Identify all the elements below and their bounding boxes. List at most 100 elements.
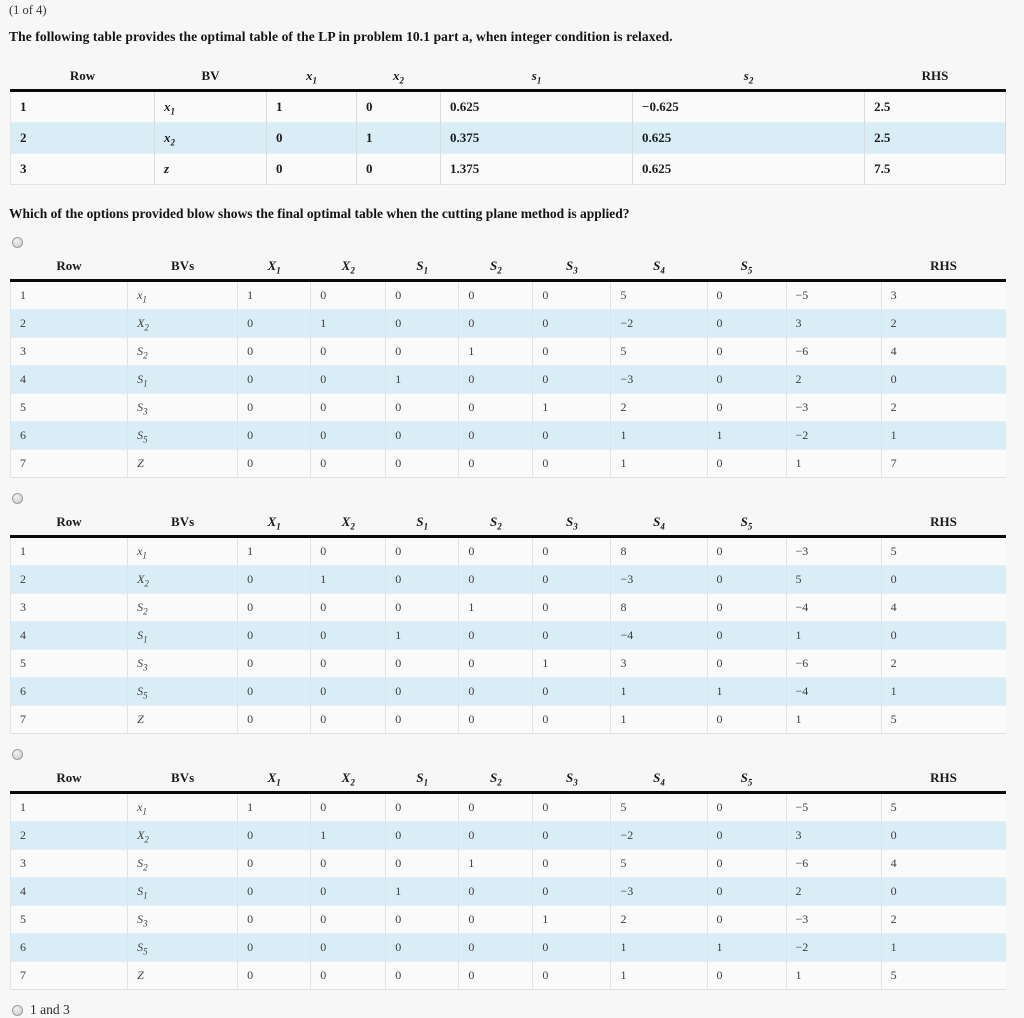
value-cell: 0 bbox=[310, 905, 387, 934]
value-cell: 0 bbox=[707, 280, 787, 310]
column-header: S5 bbox=[707, 252, 787, 282]
row-number-cell: 4 bbox=[9, 365, 129, 394]
column-header: S1 bbox=[385, 252, 459, 282]
value-cell: 1 bbox=[385, 877, 460, 906]
value-cell: 0 bbox=[707, 536, 787, 566]
table-row: 5 S3 0 0 0 0 1 2 0 −3 2 bbox=[9, 393, 1006, 422]
value-cell: 2 bbox=[880, 649, 1006, 678]
value-cell: 0 bbox=[237, 565, 312, 594]
value-cell: 7.5 bbox=[864, 153, 1006, 185]
option-1and3-radio[interactable] bbox=[12, 1004, 23, 1016]
value-cell: 0 bbox=[356, 153, 442, 185]
value-cell: 1 bbox=[237, 280, 312, 310]
value-cell: 0 bbox=[385, 649, 460, 678]
column-header: S4 bbox=[610, 508, 707, 538]
value-cell: 1 bbox=[880, 933, 1006, 962]
row-number-cell: 1 bbox=[9, 536, 129, 566]
value-cell: 0 bbox=[458, 621, 534, 650]
column-header: X2 bbox=[310, 252, 386, 282]
value-cell: 0 bbox=[385, 449, 460, 478]
value-cell: 0 bbox=[532, 365, 612, 394]
basic-variable-cell: Z bbox=[127, 705, 239, 734]
option-1-radio[interactable] bbox=[12, 237, 23, 248]
row-number-cell: 5 bbox=[9, 649, 129, 678]
table-row: 3 S2 0 0 0 1 0 5 0 −6 4 bbox=[9, 337, 1006, 366]
value-cell: 1 bbox=[532, 905, 612, 934]
value-cell: 0 bbox=[385, 677, 460, 706]
row-number-cell: 6 bbox=[9, 677, 129, 706]
value-cell: 0 bbox=[532, 933, 612, 962]
value-cell: 1 bbox=[385, 365, 460, 394]
basic-variable-cell: X2 bbox=[127, 821, 239, 850]
value-cell: 1 bbox=[880, 677, 1006, 706]
value-cell: 2 bbox=[786, 365, 882, 394]
value-cell: 0 bbox=[385, 849, 460, 878]
value-cell: 2 bbox=[786, 877, 882, 906]
basic-variable-cell: x1 bbox=[127, 792, 239, 822]
value-cell: −5 bbox=[786, 280, 882, 310]
row-number-cell: 3 bbox=[9, 337, 129, 366]
value-cell: 4 bbox=[880, 593, 1006, 622]
value-cell: 0 bbox=[310, 393, 387, 422]
value-cell: 0 bbox=[237, 705, 312, 734]
column-header: BV bbox=[154, 62, 267, 92]
column-header: Row bbox=[10, 252, 128, 282]
basic-variable-cell: z bbox=[154, 153, 268, 185]
value-cell: 7 bbox=[880, 449, 1006, 478]
value-cell: 0 bbox=[532, 705, 612, 734]
table-row: 2 X2 0 1 0 0 0 −3 0 5 0 bbox=[9, 565, 1006, 594]
option-2-radio[interactable] bbox=[12, 493, 23, 504]
row-number-cell: 7 bbox=[9, 705, 129, 734]
value-cell: 0 bbox=[707, 449, 787, 478]
value-cell: 0.625 bbox=[632, 153, 866, 185]
basic-variable-cell: X2 bbox=[127, 565, 239, 594]
header-row: Row BVs X1 X2 S1 S2 S3 S4 S5 RHS bbox=[10, 764, 1006, 794]
value-cell: 0 bbox=[880, 565, 1006, 594]
basic-variable-cell: X2 bbox=[127, 309, 239, 338]
basic-variable-cell: x1 bbox=[127, 536, 239, 566]
value-cell: 1 bbox=[532, 393, 612, 422]
value-cell: 0 bbox=[237, 821, 312, 850]
column-header: RHS bbox=[864, 62, 1006, 92]
value-cell: 0 bbox=[385, 905, 460, 934]
value-cell: 0 bbox=[707, 821, 787, 850]
value-cell: 0 bbox=[237, 309, 312, 338]
column-header bbox=[786, 508, 882, 538]
basic-variable-cell: S2 bbox=[127, 593, 239, 622]
table-row: 3 S2 0 0 0 1 0 8 0 −4 4 bbox=[9, 593, 1006, 622]
value-cell: 4 bbox=[880, 849, 1006, 878]
value-cell: −3 bbox=[786, 905, 882, 934]
value-cell: −6 bbox=[786, 849, 882, 878]
value-cell: 0 bbox=[458, 365, 534, 394]
column-header: BVs bbox=[127, 508, 238, 538]
value-cell: 0 bbox=[532, 337, 612, 366]
column-header: Row bbox=[10, 62, 155, 92]
value-cell: −3 bbox=[610, 565, 708, 594]
value-cell: −3 bbox=[786, 393, 882, 422]
value-cell: 0 bbox=[532, 821, 612, 850]
row-number-cell: 1 bbox=[10, 90, 155, 123]
column-header: S5 bbox=[707, 508, 787, 538]
value-cell: 0 bbox=[237, 393, 312, 422]
value-cell: 2 bbox=[610, 393, 708, 422]
table-row: 5 S3 0 0 0 0 1 2 0 −3 2 bbox=[9, 905, 1006, 934]
column-header: Row bbox=[10, 764, 128, 794]
value-cell: 0 bbox=[458, 309, 534, 338]
value-cell: 0 bbox=[707, 705, 787, 734]
value-cell: 3 bbox=[786, 821, 882, 850]
column-header: S2 bbox=[458, 508, 533, 538]
column-header: s2 bbox=[632, 62, 865, 92]
value-cell: −3 bbox=[610, 365, 708, 394]
value-cell: 0 bbox=[458, 449, 534, 478]
value-cell: 0 bbox=[458, 421, 534, 450]
option-3-radio[interactable] bbox=[12, 749, 23, 760]
row-number-cell: 2 bbox=[9, 309, 129, 338]
column-header: S3 bbox=[532, 252, 611, 282]
value-cell: 0 bbox=[237, 449, 312, 478]
column-header: S5 bbox=[707, 764, 787, 794]
value-cell: −4 bbox=[610, 621, 708, 650]
value-cell: 0 bbox=[880, 621, 1006, 650]
value-cell: 0 bbox=[458, 536, 534, 566]
